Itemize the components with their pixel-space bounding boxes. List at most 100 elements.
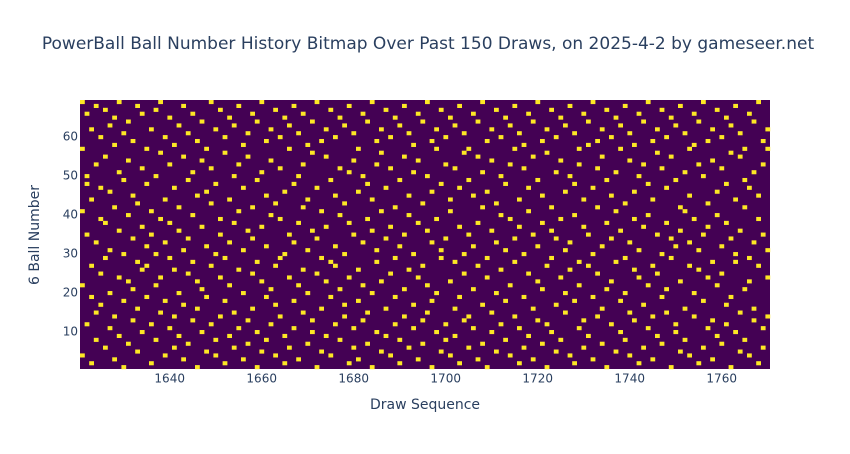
hit-cell xyxy=(719,244,725,249)
hit-cell xyxy=(415,111,421,116)
hit-cell xyxy=(351,131,357,136)
hit-cell xyxy=(751,306,757,311)
hit-cell xyxy=(103,255,108,261)
hit-cell xyxy=(710,357,715,362)
x-tick-label: 1720 xyxy=(522,372,553,386)
hit-cell xyxy=(287,345,292,350)
hit-cell xyxy=(471,193,476,198)
hit-cell xyxy=(494,349,499,354)
hit-cell xyxy=(710,158,715,163)
hit-cell xyxy=(747,255,752,261)
hit-cell xyxy=(728,236,734,241)
hit-cell xyxy=(250,205,255,210)
hit-cell xyxy=(185,271,191,276)
hit-cell xyxy=(245,228,251,233)
hit-cell xyxy=(254,259,260,264)
hit-cell xyxy=(756,263,761,268)
hit-cell xyxy=(636,111,642,116)
hit-cell xyxy=(466,314,472,319)
hit-cell xyxy=(710,127,715,132)
y-tick-label: 20 xyxy=(63,285,78,299)
hit-cell xyxy=(296,220,301,225)
hit-cell xyxy=(572,298,577,303)
hit-cell xyxy=(241,248,246,253)
hit-cell xyxy=(507,353,513,358)
hit-cell xyxy=(402,287,407,292)
hit-cell xyxy=(420,263,426,268)
hit-cell xyxy=(126,158,131,163)
hit-cell xyxy=(724,322,729,327)
hit-cell xyxy=(650,263,656,268)
hit-cell xyxy=(461,271,467,276)
hit-cell xyxy=(618,228,623,233)
hit-cell xyxy=(724,220,729,225)
hit-cell xyxy=(337,115,343,120)
hit-cell xyxy=(273,263,278,268)
hit-cell xyxy=(507,123,513,128)
hit-cell xyxy=(305,291,311,296)
hit-cell xyxy=(383,333,389,339)
hit-cell xyxy=(714,283,720,288)
hit-cell xyxy=(452,166,458,171)
hit-cell xyxy=(572,213,577,218)
hit-cell xyxy=(222,255,228,261)
hit-cell xyxy=(480,170,485,175)
hit-cell xyxy=(673,177,679,183)
hit-cell xyxy=(369,100,375,105)
hit-cell xyxy=(328,353,334,358)
hit-cell xyxy=(264,193,269,198)
hit-cell xyxy=(503,337,508,342)
hit-cell xyxy=(254,365,260,370)
hit-cell xyxy=(530,232,536,237)
hit-cell xyxy=(659,252,665,257)
hit-cell xyxy=(222,135,228,140)
hit-cell xyxy=(126,213,131,218)
hit-cell xyxy=(627,310,633,315)
hit-cell xyxy=(227,283,232,288)
hit-cell xyxy=(342,201,347,206)
hit-cell xyxy=(563,310,568,315)
hit-cell xyxy=(586,142,591,147)
hit-cell xyxy=(609,236,614,241)
hit-cell xyxy=(521,142,527,147)
hit-cell xyxy=(98,271,104,276)
hit-cell xyxy=(356,298,361,303)
hit-cell xyxy=(259,170,265,175)
hit-cell xyxy=(489,158,495,163)
hit-cell xyxy=(521,345,527,350)
hit-cell xyxy=(489,330,495,335)
hit-cell xyxy=(461,318,467,323)
hit-cell xyxy=(540,193,545,198)
hit-cell xyxy=(204,349,209,354)
hit-cell xyxy=(259,279,265,284)
hit-cell xyxy=(130,138,136,144)
hit-cell xyxy=(204,294,209,300)
hit-cell xyxy=(438,181,444,186)
hit-cell xyxy=(420,341,426,346)
hit-cell xyxy=(277,314,283,319)
hit-cell xyxy=(356,357,361,362)
hit-cell xyxy=(273,302,278,307)
hit-cell xyxy=(434,291,439,296)
hit-cell xyxy=(195,138,200,144)
hit-cell xyxy=(305,248,311,253)
hit-cell xyxy=(181,154,186,159)
hit-cell xyxy=(696,248,702,253)
hit-cell xyxy=(567,103,573,108)
hit-cell xyxy=(558,158,564,163)
hit-cell xyxy=(195,306,200,311)
hit-cell xyxy=(213,181,219,186)
hit-cell xyxy=(218,232,223,237)
hit-cell xyxy=(544,150,550,155)
hit-cell xyxy=(448,209,453,214)
hit-cell xyxy=(576,283,582,288)
hit-cell xyxy=(701,232,706,237)
hit-cell xyxy=(517,361,522,366)
hit-cell xyxy=(190,170,196,175)
hit-cell xyxy=(609,193,614,198)
hit-cell xyxy=(613,259,619,264)
hit-cell xyxy=(310,330,315,335)
hit-cell xyxy=(489,127,495,132)
hit-cell xyxy=(434,330,439,335)
hit-cell xyxy=(231,345,237,350)
